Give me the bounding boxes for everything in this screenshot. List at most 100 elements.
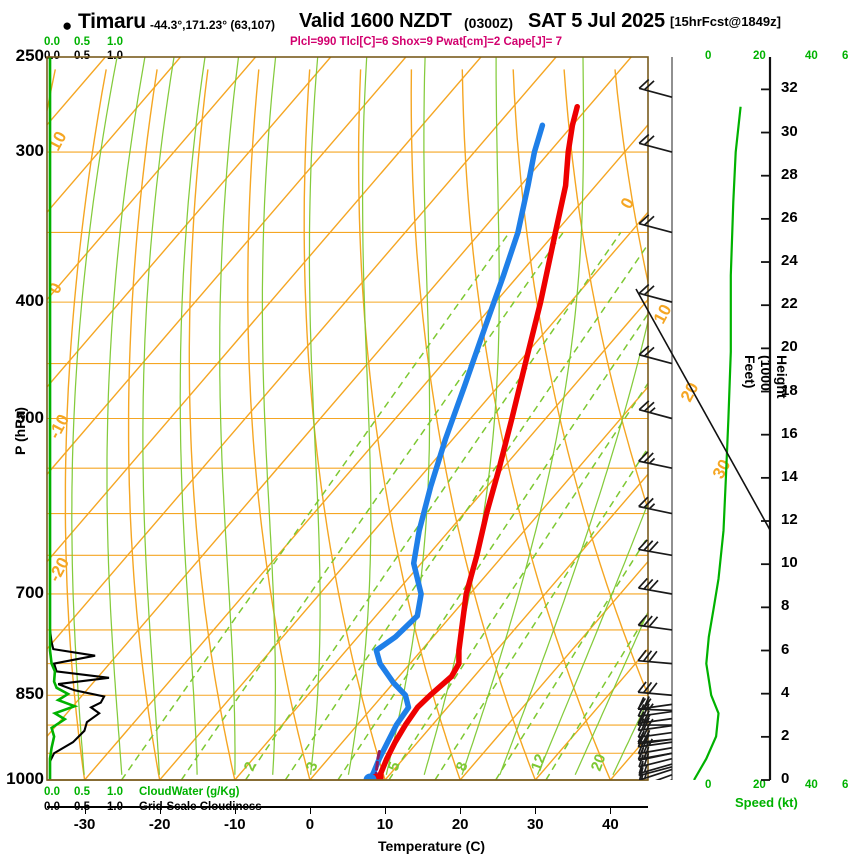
wind-barb <box>637 717 673 732</box>
wind-barb <box>638 214 673 234</box>
sounding-parameters: Plcl=990 Tlcl[C]=6 Shox=9 Pwat[cm]=2 Cap… <box>290 36 562 48</box>
pressure-tick-400: 400 <box>15 291 44 311</box>
wind-barb <box>637 681 673 697</box>
tropopause-guide-line <box>635 288 771 531</box>
temperature-tick-mark <box>610 806 612 814</box>
wind-barb <box>637 649 673 665</box>
temperature-tick-mark <box>385 806 387 814</box>
wind-barb <box>637 724 673 739</box>
cloudwater-axis-title: CloudWater (g/Kg) <box>139 786 240 798</box>
station-marker-icon: ● <box>62 16 73 35</box>
pressure-tick-500: 500 <box>15 407 44 427</box>
wind-barb <box>637 731 673 745</box>
height-tick-26: 26 <box>781 208 798 226</box>
mixing-ratio-label: 8 <box>453 760 472 774</box>
height-tick-22: 22 <box>781 295 798 313</box>
cw-b-tick-0: 0.0 <box>44 786 60 798</box>
height-tick-2: 2 <box>781 726 790 744</box>
wind-barb <box>637 710 673 725</box>
mixing-ratio-label: 12 <box>528 752 550 773</box>
profile-dewpoint-line <box>367 122 546 780</box>
spd-tick-bot-2: 40 <box>805 779 818 791</box>
station-name: Timaru <box>78 10 146 33</box>
surface-dewpoint-marker <box>363 773 377 780</box>
valid-time: Valid 1600 NZDT <box>299 10 452 32</box>
station-coordinates: -44.3°,171.23° (63,107) <box>150 18 276 32</box>
spd-tick-bot-1: 20 <box>753 779 766 791</box>
wind-barb <box>669 779 672 780</box>
forecast-stamp: [15hrFcst@1849z] <box>670 14 781 29</box>
temperature-tick-0: 0 <box>305 816 315 833</box>
spd-tick-bot-3: 6 <box>842 779 849 791</box>
pressure-tick-700: 700 <box>15 582 44 602</box>
spd-tick-top-2: 40 <box>805 50 818 62</box>
spd-tick-bot-0: 0 <box>705 779 712 791</box>
temperature-tick-30: 30 <box>526 816 544 833</box>
cw-tick-0: 0.0 <box>44 36 60 48</box>
wind-barb <box>640 773 673 780</box>
temperature-tick-mark <box>309 806 311 814</box>
wind-barb <box>637 703 673 718</box>
height-tick-16: 16 <box>781 424 798 442</box>
bottom-axis-line <box>47 806 648 808</box>
pressure-tick-850: 850 <box>15 684 44 704</box>
cl-tick-2: 1.0 <box>107 50 123 62</box>
temperature-tick-mark <box>234 806 236 814</box>
cw-b-tick-2: 1.0 <box>107 786 123 798</box>
temperature-tick-mark <box>535 806 537 814</box>
pressure-tick-300: 300 <box>15 141 44 161</box>
height-tick-28: 28 <box>781 165 798 183</box>
wind-barb <box>641 779 672 780</box>
temperature-tick-20: 20 <box>451 816 469 833</box>
height-tick-14: 14 <box>781 467 798 485</box>
height-tick-30: 30 <box>781 122 798 140</box>
cw-tick-1: 0.5 <box>74 36 90 48</box>
pressure-tick-250: 250 <box>15 46 44 65</box>
temperature-tick-mark <box>159 806 161 814</box>
wind-barb <box>638 451 673 470</box>
surface-temperature-marker <box>371 774 384 780</box>
height-tick-32: 32 <box>781 79 798 97</box>
temperature-tick--30: -30 <box>73 816 96 833</box>
cl-tick-0: 0.0 <box>44 50 60 62</box>
temperature-tick-mark <box>460 806 462 814</box>
temperature-tick-40: 40 <box>602 816 619 833</box>
cw-b-tick-1: 0.5 <box>74 786 90 798</box>
height-tick-20: 20 <box>781 338 798 356</box>
wind-barb <box>638 78 673 98</box>
mixing-ratio-label: 20 <box>588 752 610 773</box>
wind-barb <box>638 283 673 303</box>
speed-axis-title: Speed (kt) <box>735 795 798 810</box>
height-tick-6: 6 <box>781 640 790 658</box>
wind-barb <box>638 400 673 420</box>
height-tick-24: 24 <box>781 252 798 270</box>
cloudwater-profile-line <box>48 57 79 780</box>
valid-date: SAT 5 Jul 2025 <box>528 10 665 32</box>
height-tick-0: 0 <box>781 770 790 787</box>
temperature-axis-title: Temperature (C) <box>378 838 486 854</box>
temperature-tick--10: -10 <box>223 816 246 833</box>
spd-tick-top-1: 20 <box>753 50 766 62</box>
wind-barb <box>637 577 673 595</box>
temperature-tick--20: -20 <box>148 816 171 833</box>
wind-barb <box>638 345 673 365</box>
wind-barb <box>637 614 673 631</box>
height-tick-4: 4 <box>781 683 790 701</box>
dry-adiabat-label: 10 <box>45 128 71 154</box>
wind-barb <box>637 539 673 557</box>
wind-speed-curve <box>693 106 742 780</box>
temperature-tick-mark <box>84 806 86 814</box>
header-title-bar: ● Timaru -44.3°,171.23° (63,107) Valid 1… <box>0 8 850 38</box>
spd-tick-top-0: 0 <box>705 50 712 62</box>
isotherm-label: 0 <box>617 195 638 212</box>
spd-tick-top-3: 6 <box>842 50 849 62</box>
valid-time-utc: (0300Z) <box>464 15 514 31</box>
temperature-tick-10: 10 <box>376 816 394 833</box>
cw-tick-2: 1.0 <box>107 36 123 48</box>
wind-barb <box>637 696 673 710</box>
cl-tick-1: 0.5 <box>74 50 90 62</box>
wind-barb <box>638 496 673 515</box>
height-tick-10: 10 <box>781 554 798 572</box>
